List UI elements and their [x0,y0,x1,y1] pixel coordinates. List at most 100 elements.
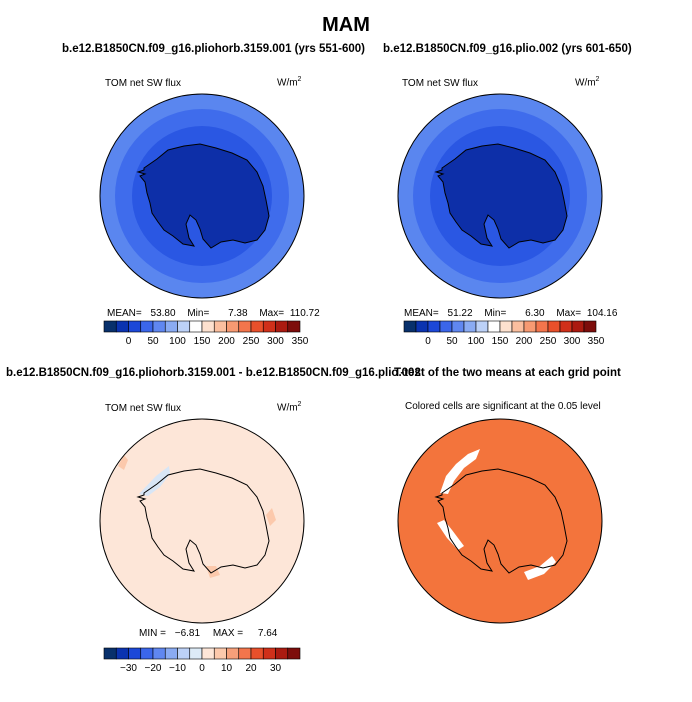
bottom-left-colorbar: −30 −20 −10 0 10 20 30 [103,647,301,674]
bottom-left-polar-map [99,418,305,624]
min-label: Min= [187,308,210,319]
units-exponent: 2 [297,76,302,83]
colorbar-cell [226,647,240,660]
top-right-polar-map [397,93,603,299]
top-right-stats: MEAN= 51.22 Min= 6.30 Max= 104.16 [404,308,617,319]
colorbar-tick-label: 150 [194,336,211,347]
map-border [99,93,305,299]
colorbar-cell [164,320,178,333]
colorbar-tick-label: 200 [516,336,533,347]
colorbar-cell [547,320,561,333]
max-value: 110.72 [289,308,320,319]
bottom-left-panel-title: b.e12.B1850CN.f09_g16.pliohorb.3159.001 … [6,367,421,379]
min-value: −6.81 [174,628,201,639]
colorbar-cell [275,647,289,660]
colorbar-cell [499,320,513,333]
min-label: MIN = [139,628,166,639]
min-value: 6.30 [525,308,545,319]
colorbar-cell [103,647,117,660]
mean-label: MEAN= [404,308,439,319]
colorbar-cell [201,320,215,333]
colorbar-tick-label: −20 [145,663,162,674]
top-left-units-label: W/m2 [277,76,301,88]
colorbar-cell [262,647,276,660]
mean-value: 53.80 [150,308,176,319]
top-right-colorbar: 0 50 100 150 200 250 300 350 [403,320,605,347]
colorbar-cell [115,320,129,333]
colorbar-tick-label: 300 [564,336,581,347]
bottom-left-units-label: W/m2 [277,401,301,413]
colorbar-cell [439,320,453,333]
min-label: Min= [484,308,507,319]
colorbar-cell [275,320,289,333]
colorbar-tick-label: 100 [169,336,186,347]
colorbar-cell [164,647,178,660]
colorbar-tick-label: 20 [245,663,257,674]
negative-difference-patch [139,466,170,496]
colorbar-cell [250,647,264,660]
colorbar-cell [213,320,227,333]
figure-title: MAM [322,14,370,36]
top-left-colorbar: 0 50 100 150 200 250 300 350 [103,320,309,347]
colorbar-cell [201,647,215,660]
difference-field [100,419,304,623]
max-label: Max= [556,308,582,319]
max-value: 7.64 [257,628,278,639]
colorbar-cell [250,320,264,333]
units-text: W/m [277,77,298,89]
colorbar-cell [177,647,191,660]
units-text: W/m [575,77,596,89]
map-border [99,418,305,624]
insignificant-cells [437,520,464,550]
min-value: 7.38 [228,308,248,319]
top-right-units-label: W/m2 [575,76,599,88]
colorbar-tick-label: 0 [199,663,205,674]
mean-label: MEAN= [107,308,142,319]
colorbar-tick-label: 10 [221,663,233,674]
colorbar-cell [189,320,203,333]
colorbar-cell [115,647,129,660]
colorbar-cell [571,320,585,333]
colorbar-cell [238,647,252,660]
colorbar-cell [487,320,501,333]
significant-cells [398,419,602,623]
mean-value: 51.22 [447,308,473,319]
colorbar-cell [559,320,573,333]
colorbar-tick-label: 150 [492,336,509,347]
colorbar-tick-label: 0 [126,336,132,347]
colorbar-tick-label: −30 [120,663,137,674]
colorbar-cell [140,320,154,333]
colorbar-cell [451,320,465,333]
colorbar-cell [287,647,301,660]
colorbar-tick-label: 250 [540,336,557,347]
colorbar-cell [177,320,191,333]
positive-difference-patch [118,455,128,470]
units-exponent: 2 [595,76,600,83]
colorbar-tick-label: 30 [270,663,282,674]
colorbar-tick-label: 350 [588,336,605,347]
colorbar-cell [128,647,142,660]
top-left-panel-title: b.e12.B1850CN.f09_g16.pliohorb.3159.001 … [62,43,365,55]
colorbar-cell [287,320,301,333]
insignificant-cells [440,449,480,494]
colorbar-cell [403,320,417,333]
colorbar-cell [262,320,276,333]
top-left-variable-label: TOM net SW flux [105,78,181,89]
colorbar-cell [238,320,252,333]
colorbar-tick-label: 50 [446,336,458,347]
colorbar-cell [152,647,166,660]
colorbar-cell [226,320,240,333]
top-left-stats: MEAN= 53.80 Min= 7.38 Max= 110.72 [107,308,320,319]
colorbar-cell [152,320,166,333]
colorbar-tick-label: 300 [267,336,284,347]
colorbar-cell [415,320,429,333]
colorbar-cell [583,320,597,333]
map-border [397,418,603,624]
colorbar-cell [189,647,203,660]
insignificant-cells [524,556,556,580]
bottom-right-note: Colored cells are significant at the 0.0… [405,401,601,412]
colorbar-cell [213,647,227,660]
top-right-panel-title: b.e12.B1850CN.f09_g16.plio.002 (yrs 601-… [383,43,632,55]
colorbar-cell [427,320,441,333]
